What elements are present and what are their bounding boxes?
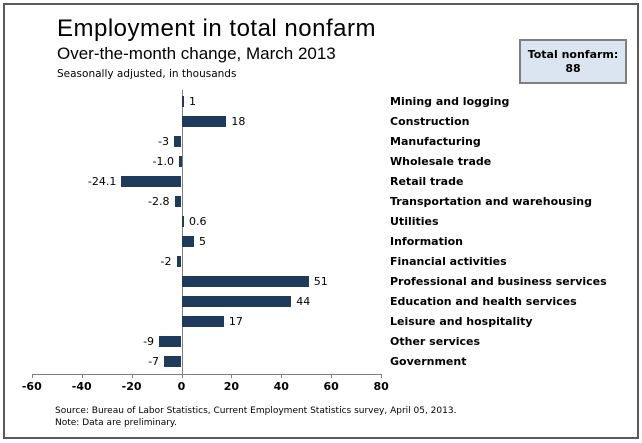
chart-footer: Source: Bureau of Labor Statistics, Curr… — [55, 405, 456, 429]
bar — [159, 335, 182, 348]
category-label: Mining and logging — [390, 94, 510, 108]
category-label: Education and health services — [390, 294, 577, 308]
value-label: 1 — [189, 94, 196, 108]
x-axis-tick — [31, 373, 33, 378]
x-axis-tick-label: 60 — [323, 379, 339, 393]
bar-chart-plot: -60 -40 -20 0 20 40 60 80 1 Mining and logging 18 C… — [5, 90, 642, 400]
x-axis-tick — [81, 373, 83, 378]
x-axis-tick-label: -20 — [121, 379, 142, 393]
total-nonfarm-label: Total nonfarm: — [527, 47, 619, 61]
category-label: Utilities — [390, 214, 439, 228]
bar — [181, 215, 184, 228]
category-label: Wholesale trade — [390, 154, 492, 168]
x-axis-tick — [231, 373, 233, 378]
bar — [176, 255, 182, 268]
x-axis-tick-label: -40 — [71, 379, 92, 393]
bar — [181, 315, 224, 328]
bar — [174, 135, 182, 148]
value-label: 0.6 — [189, 214, 207, 228]
chart-frame: Employment in total nonfarm Over-the-mon… — [3, 3, 639, 439]
bar — [181, 95, 184, 108]
value-label: 5 — [198, 234, 206, 248]
category-label: Professional and business services — [390, 274, 607, 288]
category-label: Government — [390, 354, 467, 368]
category-label: Construction — [390, 114, 470, 128]
bar — [181, 235, 194, 248]
chart-header: Employment in total nonfarm Over-the-mon… — [57, 15, 376, 82]
value-label: -24.1 — [87, 174, 117, 188]
bar — [179, 155, 182, 168]
bar — [181, 275, 309, 288]
value-label: 18 — [231, 114, 246, 128]
value-label: -7 — [148, 354, 160, 368]
x-axis-tick-label: 0 — [177, 379, 186, 393]
bar — [174, 195, 182, 208]
x-axis-tick-label: 20 — [223, 379, 240, 393]
x-axis-tick — [281, 373, 283, 378]
value-label: -1.0 — [152, 154, 174, 168]
zero-axis-line — [181, 90, 183, 374]
x-axis-tick — [331, 373, 333, 378]
total-nonfarm-box: Total nonfarm: 88 — [519, 39, 627, 84]
x-axis-tick — [381, 373, 383, 378]
category-label: Leisure and hospitality — [390, 314, 533, 328]
category-label: Information — [390, 234, 463, 248]
x-axis-tick-label: 40 — [273, 379, 289, 393]
category-label: Manufacturing — [390, 134, 481, 148]
total-nonfarm-value: 88 — [565, 61, 581, 75]
chart-units-note: Seasonally adjusted, in thousands — [57, 68, 237, 80]
preliminary-note: Note: Data are preliminary. — [55, 418, 177, 428]
value-label: 17 — [228, 314, 243, 328]
x-axis-tick — [131, 373, 133, 378]
category-label: Retail trade — [390, 174, 464, 188]
x-axis-tick — [181, 373, 183, 378]
value-label: -9 — [143, 334, 155, 348]
value-label: 51 — [313, 274, 328, 288]
bar — [121, 175, 182, 188]
source-note: Source: Bureau of Labor Statistics, Curr… — [55, 406, 457, 416]
x-axis-tick-label: 80 — [373, 379, 389, 393]
value-label: -2.8 — [148, 194, 170, 208]
bar — [181, 115, 227, 128]
category-label: Other services — [390, 334, 481, 348]
chart-subtitle: Over-the-month change, March 2013 — [57, 44, 336, 63]
value-label: 44 — [296, 294, 311, 308]
value-label: -3 — [158, 134, 169, 148]
chart-title: Employment in total nonfarm — [57, 15, 376, 42]
x-axis-tick-label: -60 — [21, 379, 42, 393]
category-label: Transportation and warehousing — [390, 194, 592, 208]
value-label: -2 — [160, 254, 172, 268]
bar — [164, 355, 182, 368]
x-axis-line — [31, 373, 382, 375]
bar — [181, 295, 292, 308]
category-label: Financial activities — [390, 254, 507, 268]
